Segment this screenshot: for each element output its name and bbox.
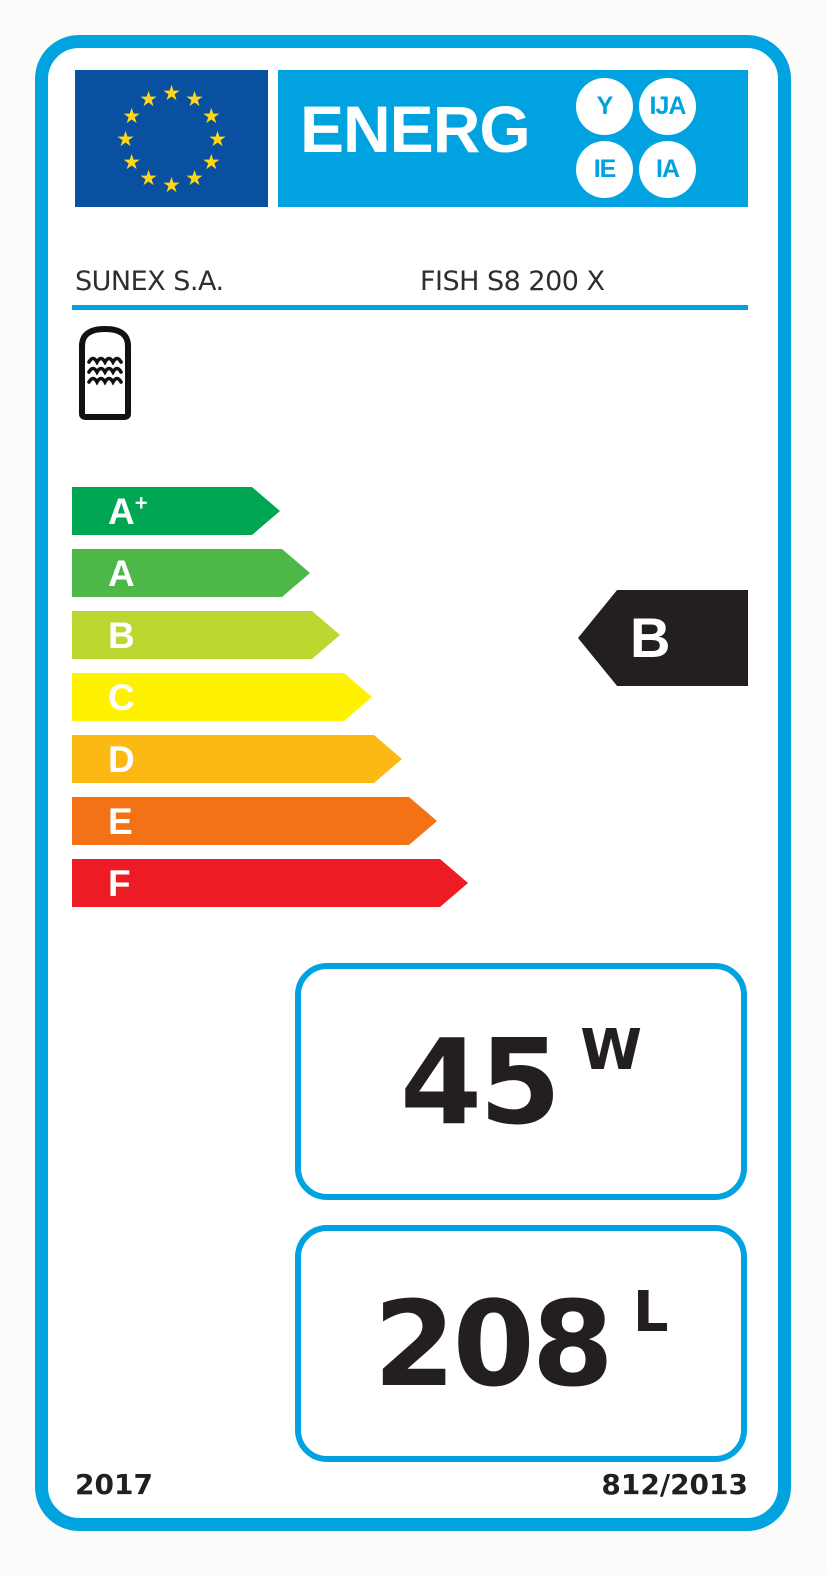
class-letter: B [108, 614, 135, 656]
efficiency-class-a: A [72, 549, 310, 597]
standing-loss-box: 45 W [295, 963, 747, 1200]
eu-star-icon: ★ [185, 86, 204, 111]
storage-volume-box: 208 L [295, 1225, 747, 1462]
class-letter: D [108, 738, 135, 780]
class-letter: E [108, 800, 133, 842]
eu-star-icon: ★ [116, 126, 135, 151]
efficiency-class-aplus: A+ [72, 487, 280, 535]
lang-suffix-circle-ie: IE [576, 141, 633, 198]
eu-flag: ★ ★ ★ ★ ★ ★ ★ ★ ★ ★ ★ ★ [75, 70, 268, 207]
class-letter: A [108, 552, 135, 594]
class-letter: A+ [108, 490, 148, 532]
lang-suffix-circle-ija: IJA [639, 78, 696, 135]
lang-suffix-circle-ia: IA [639, 141, 696, 198]
power-value: 45 [400, 1012, 561, 1151]
power-unit: W [580, 1017, 642, 1083]
eu-star-icon: ★ [185, 166, 204, 191]
eu-star-icon: ★ [162, 172, 181, 197]
energ-header: ENERG енергия · ενεργεια Y IJA IE IA [278, 70, 748, 251]
efficiency-ladder: A+ A B C D E F [72, 487, 468, 921]
regulation-number: 812/2013 [601, 1468, 748, 1501]
eu-star-icon: ★ [162, 80, 181, 105]
eu-star-icon: ★ [122, 149, 142, 174]
efficiency-class-e: E [72, 797, 437, 845]
energ-subtitle: енергия · ενεργεια [302, 220, 569, 252]
eu-star-icon: ★ [122, 103, 142, 128]
supplier-name: SUNEX S.A. [75, 266, 224, 297]
efficiency-class-c: C [72, 673, 372, 721]
rated-class-arrow: B [578, 590, 748, 686]
eu-star-icon: ★ [208, 126, 227, 151]
eu-star-icon: ★ [139, 166, 158, 191]
efficiency-class-b: B [72, 611, 340, 659]
rated-class-letter: B [630, 606, 671, 669]
class-letter: C [108, 676, 135, 718]
capacity-value: 208 [373, 1274, 613, 1413]
lang-suffix-circle-y: Y [576, 78, 633, 135]
model-identifier: FISH S8 200 X [420, 266, 605, 297]
eu-star-icon: ★ [139, 86, 158, 111]
capacity-unit: L [632, 1279, 669, 1345]
eu-star-icon: ★ [201, 103, 221, 128]
energ-wordmark: ENERG [300, 92, 531, 166]
label-year: 2017 [75, 1468, 153, 1501]
eu-star-icon: ★ [201, 149, 221, 174]
efficiency-class-f: F [72, 859, 468, 907]
header-divider [72, 305, 748, 310]
efficiency-class-d: D [72, 735, 402, 783]
class-letter: F [108, 862, 131, 904]
water-heater-tank-icon [76, 322, 134, 427]
